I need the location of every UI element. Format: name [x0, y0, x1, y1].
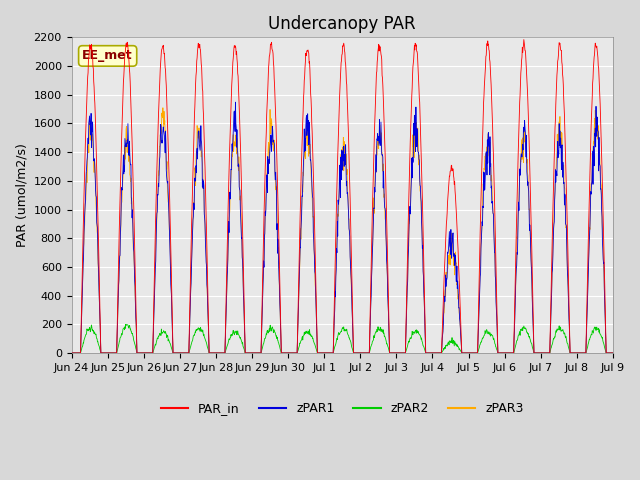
Text: EE_met: EE_met [83, 49, 133, 62]
Y-axis label: PAR (umol/m2/s): PAR (umol/m2/s) [15, 143, 28, 247]
Title: Undercanopy PAR: Undercanopy PAR [268, 15, 416, 33]
Legend: PAR_in, zPAR1, zPAR2, zPAR3: PAR_in, zPAR1, zPAR2, zPAR3 [156, 397, 529, 420]
